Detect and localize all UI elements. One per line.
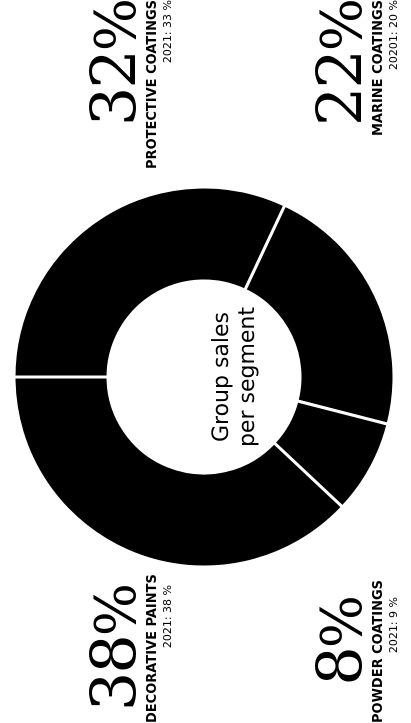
segment-marine-percent: 22% bbox=[303, 0, 376, 127]
slice-marine-coatings bbox=[242, 203, 396, 427]
segment-powder-name: POWDER COATINGS bbox=[371, 579, 386, 723]
slice-protective-coatings bbox=[12, 185, 287, 379]
center-label-line-1: Group sales bbox=[209, 312, 234, 442]
segment-decorative-previous: 2021: 38 % bbox=[161, 585, 174, 649]
segment-protective: 32% PROTECTIVE COATINGS 2021: 33 % bbox=[77, 0, 175, 169]
center-label-line-2: per segment bbox=[235, 307, 260, 447]
slice-decorative-paints bbox=[12, 375, 345, 569]
segment-powder: 8% POWDER COATINGS 2021: 9 % bbox=[303, 579, 401, 723]
segment-marine-name: MARINE COATINGS bbox=[371, 0, 386, 137]
segment-marine-previous: 20201: 20 % bbox=[387, 0, 400, 71]
donut-slices bbox=[12, 185, 396, 569]
segment-decorative-percent: 38% bbox=[77, 585, 150, 712]
segment-protective-percent: 32% bbox=[77, 0, 150, 127]
segment-protective-previous: 2021: 33 % bbox=[161, 0, 174, 64]
segment-decorative-name: DECORATIVE PAINTS bbox=[145, 574, 160, 723]
segment-protective-name: PROTECTIVE COATINGS bbox=[145, 0, 160, 169]
segment-marine: 22% MARINE COATINGS 20201: 20 % bbox=[303, 0, 401, 137]
segment-powder-previous: 2021: 9 % bbox=[387, 597, 400, 654]
segment-decorative: 38% DECORATIVE PAINTS 2021: 38 % bbox=[77, 574, 175, 723]
segment-powder-percent: 8% bbox=[303, 597, 376, 686]
